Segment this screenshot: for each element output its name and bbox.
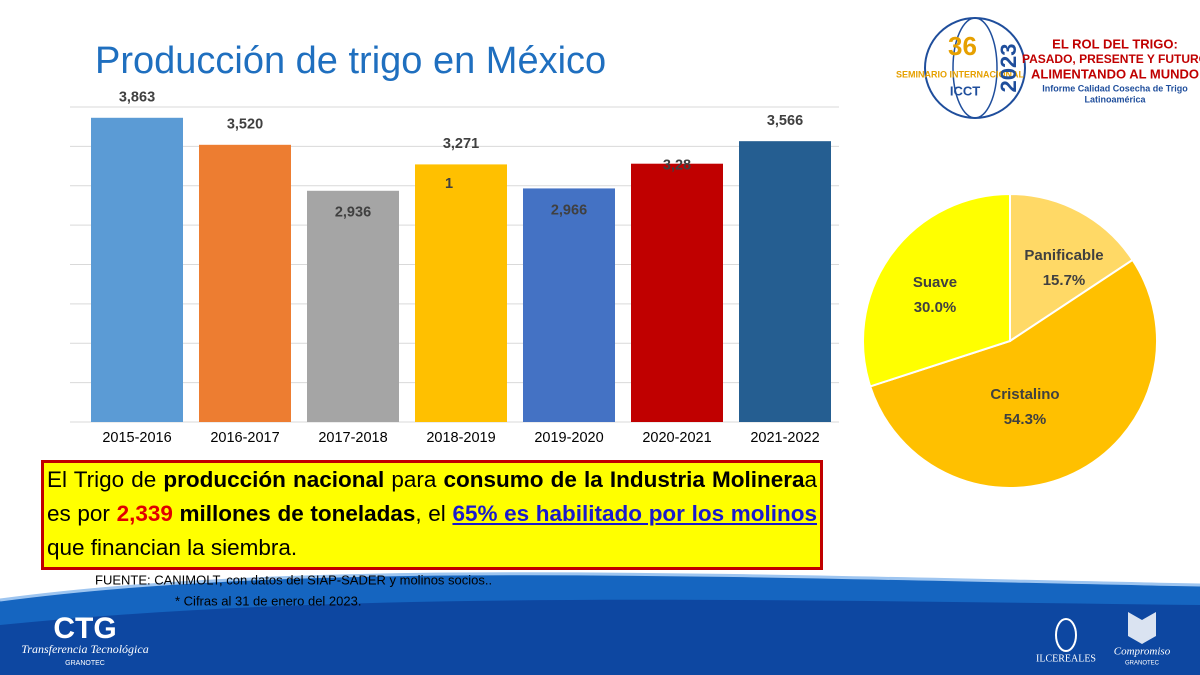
- callout-bold: producción nacional: [163, 467, 385, 492]
- footer-band-dark: [0, 599, 1200, 675]
- data-label: 3,520: [227, 117, 263, 133]
- compromiso-logo: Compromiso: [1114, 646, 1171, 658]
- callout-text: a es por: [47, 467, 818, 526]
- x-tick-label: 2016-2017: [210, 430, 279, 446]
- slice-value: 54.3%: [1004, 411, 1047, 428]
- slice-value: 15.7%: [1043, 272, 1086, 289]
- bar-chart: 2015-2016 3,863 2016-2017 3,520 2017-2018 2,9…: [70, 90, 839, 446]
- callout-box: El Trigo de producción nacional para con…: [41, 460, 823, 570]
- x-tick-label: 2018-2019: [426, 430, 495, 446]
- ilcereales-logo: ILCEREALES: [1036, 653, 1096, 664]
- logo-report: Informe Calidad Cosecha de Trigo: [1042, 83, 1188, 93]
- slice-value: 30.0%: [914, 299, 957, 316]
- slice-name: Suave: [913, 274, 957, 291]
- ctg-granotec: GRANOTEC: [65, 660, 105, 667]
- logo-theme: EL ROL DEL TRIGO:: [1052, 36, 1178, 51]
- callout-link-text: 65% es habilitado por los molinos: [452, 501, 817, 526]
- bar: [91, 117, 183, 422]
- slice-name: Panificable: [1024, 247, 1103, 264]
- logo-report: Latinoamérica: [1084, 94, 1146, 104]
- compromiso-icon: [1128, 612, 1156, 644]
- bar: [739, 141, 831, 423]
- bar: [631, 163, 723, 422]
- source: FUENTE: CANIMOLT, con datos del SIAP-SAD…: [95, 572, 492, 587]
- callout-text: que financian la siembra.: [47, 535, 298, 560]
- pie-chart: Panificable 15.7% Cristalino 54.3% Suave 30.0…: [862, 192, 1158, 489]
- data-label: 3,566: [767, 113, 803, 129]
- bar: [523, 188, 615, 422]
- data-label: 3,271: [443, 136, 479, 152]
- bar: [415, 164, 507, 422]
- ctg-sub: Transferencia Tecnológica: [21, 642, 148, 656]
- logo-seminar: SEMINARIO INTERNACIONAL: [896, 69, 1025, 79]
- x-tick-label: 2020-2021: [642, 430, 711, 446]
- logo-globe-lines: [952, 17, 998, 119]
- logo-theme: PASADO, PRESENTE Y FUTURO: [1022, 52, 1200, 66]
- slide-title: Producción de trigo en México: [95, 40, 606, 82]
- data-label: 3,863: [119, 90, 155, 106]
- x-tick-label: 2019-2020: [534, 430, 603, 446]
- x-tick-label: 2021-2022: [750, 430, 819, 446]
- logo-theme: ALIMENTANDO AL MUNDO: [1031, 66, 1199, 81]
- compromiso-granotec: GRANOTEC: [1125, 661, 1160, 667]
- logo-acronym: ICCT: [950, 83, 980, 98]
- logo-number: 36: [948, 31, 977, 61]
- footer-wave: [0, 572, 1200, 602]
- ctg-logo: CTG: [53, 612, 116, 645]
- callout-text: para: [384, 467, 444, 492]
- pie-slice: [868, 258, 1158, 489]
- data-label: 3,28: [663, 158, 691, 174]
- bar: [199, 144, 291, 423]
- data-label: 2,966: [551, 202, 587, 218]
- bar: [307, 190, 399, 422]
- pie-slice: [1009, 192, 1134, 343]
- data-label-annotation: 1: [445, 176, 453, 192]
- slice-name: Cristalino: [990, 386, 1059, 403]
- callout-bold: millones de toneladas: [172, 501, 416, 526]
- callout-bold: consumo de la Industria Molinera: [443, 467, 805, 492]
- callout-highlight: 2,339: [116, 501, 173, 526]
- pie-slice: [862, 192, 1011, 388]
- x-tick-label: 2017-2018: [318, 430, 387, 446]
- callout-text: El Trigo de: [47, 467, 164, 492]
- ilcereales-icon: [1055, 618, 1077, 652]
- data-label: 2,936: [335, 205, 371, 221]
- callout-text: , el: [415, 501, 453, 526]
- logo-year: 2023: [996, 44, 1021, 93]
- x-tick-label: 2015-2016: [102, 430, 171, 446]
- source-note: * Cifras al 31 de enero del 2023.: [175, 593, 361, 608]
